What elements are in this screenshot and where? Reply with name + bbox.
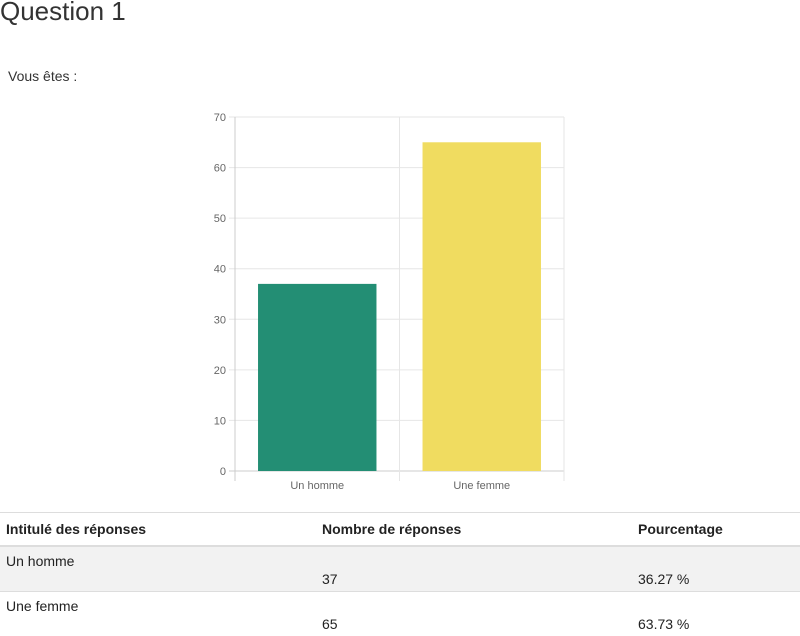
header-response-label: Intitulé des réponses: [0, 513, 316, 547]
y-tick-label: 40: [214, 264, 226, 276]
header-response-count: Nombre de réponses: [316, 513, 632, 547]
bar-une-femme: [423, 142, 541, 471]
row-count: 37: [316, 546, 632, 592]
results-table: Intitulé des réponses Nombre de réponses…: [0, 512, 800, 636]
table-row: Un homme 37 36.27 %: [0, 546, 800, 592]
y-tick-label: 20: [214, 365, 226, 377]
y-tick-label: 50: [214, 213, 226, 225]
header-percentage: Pourcentage: [632, 513, 800, 547]
row-percentage: 36.27 %: [632, 546, 800, 592]
row-label: Une femme: [0, 592, 316, 636]
x-tick-label: Un homme: [290, 480, 344, 492]
bar-chart-svg: 0 10 20 30 40 50 60 70 Un homme Une femme: [190, 104, 580, 504]
table-row: Une femme 65 63.73 %: [0, 592, 800, 636]
page-title: Question 1: [0, 0, 126, 27]
row-label: Un homme: [0, 546, 316, 592]
row-count: 65: [316, 592, 632, 636]
y-tick-label: 0: [220, 466, 226, 478]
question-text: Vous êtes :: [8, 68, 77, 84]
table-header-row: Intitulé des réponses Nombre de réponses…: [0, 513, 800, 547]
row-percentage: 63.73 %: [632, 592, 800, 636]
bar-chart: 0 10 20 30 40 50 60 70 Un homme Une femme: [190, 104, 580, 504]
bar-un-homme: [258, 284, 376, 471]
x-tick-label: Une femme: [453, 480, 510, 492]
y-tick-label: 60: [214, 163, 226, 175]
y-tick-label: 30: [214, 314, 226, 326]
y-tick-label: 70: [214, 112, 226, 124]
y-tick-label: 10: [214, 415, 226, 427]
